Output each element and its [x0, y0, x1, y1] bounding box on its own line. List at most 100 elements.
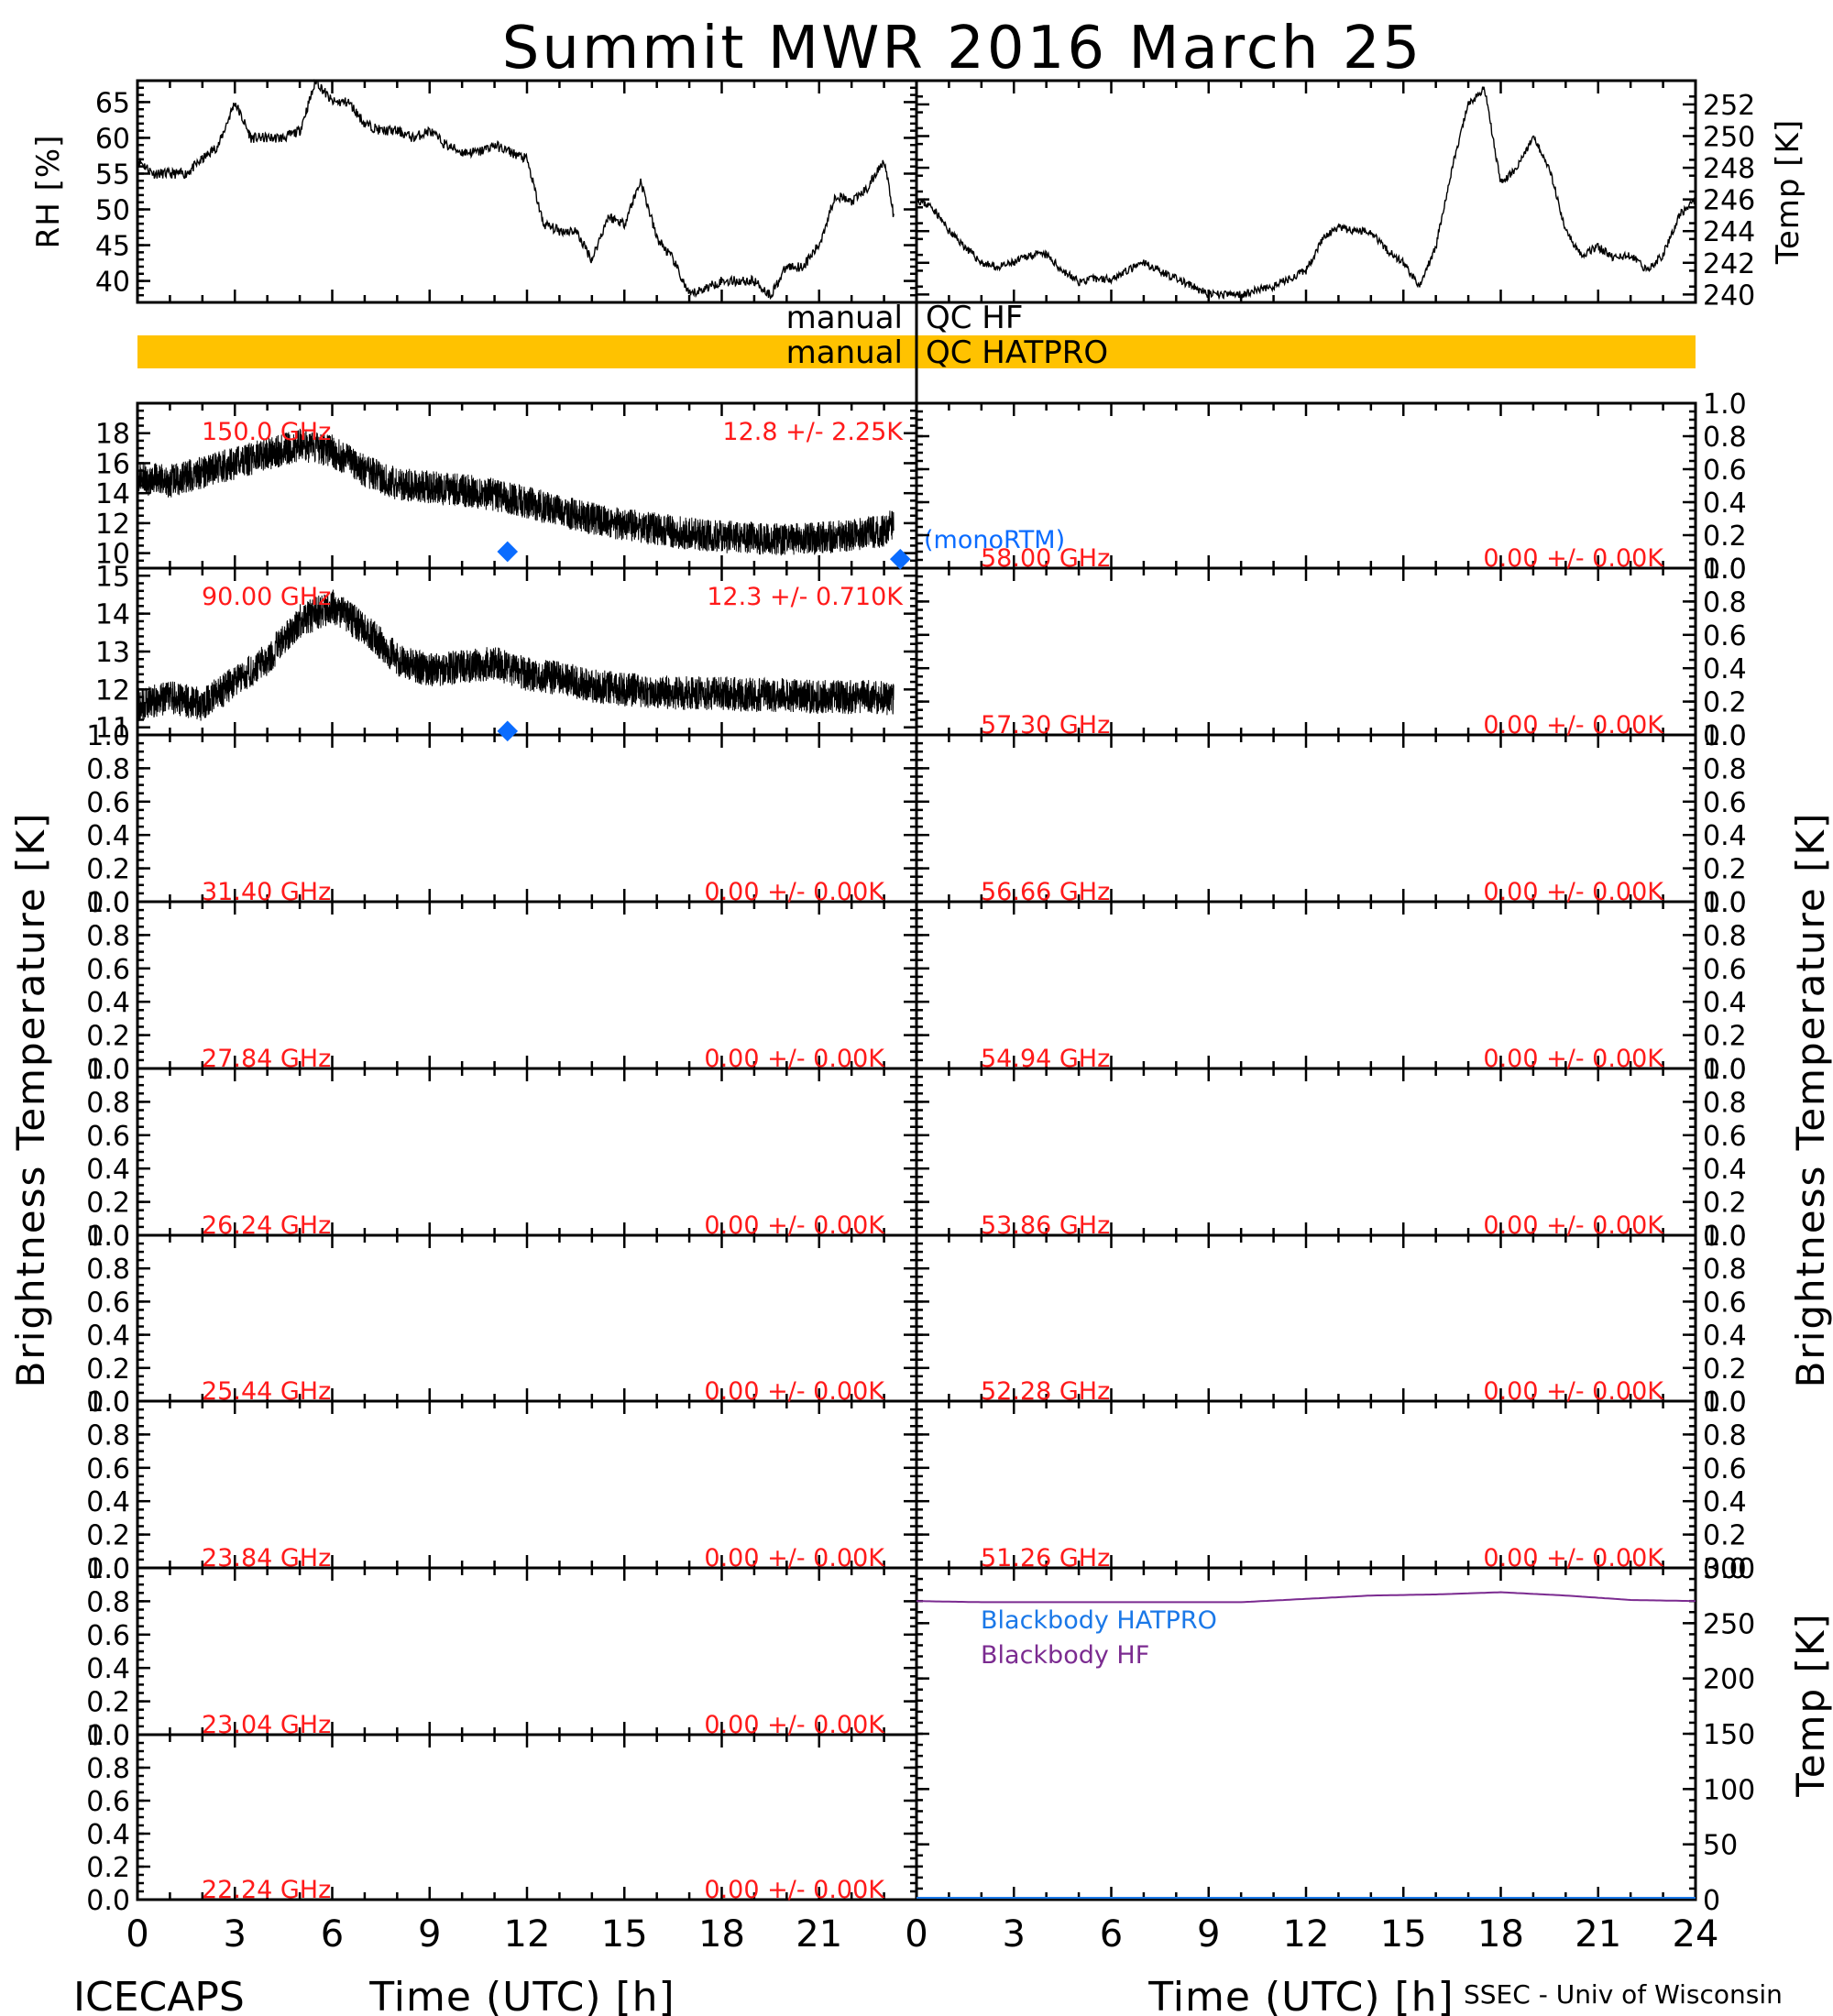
rh-axis-ytick-label: 50	[95, 195, 130, 227]
right-channel-stats: 0.00 +/- 0.00K	[1483, 878, 1664, 906]
left-ch-axis-5-ytick-label: 1.0	[86, 1553, 130, 1585]
blackbody-axis-ytick-label: 150	[1703, 1719, 1755, 1751]
ch150-model-marker	[889, 548, 911, 570]
left-ch-axis-4-ytick-label: 0.6	[86, 1453, 130, 1485]
right-ch-axis-4-ytick-label: 0.4	[1703, 1154, 1747, 1186]
left-ch-axis-0-ytick-label: 0.0	[86, 887, 130, 919]
ch150-axis-ytick-label: 18	[95, 419, 130, 451]
left-channel-label: 22.24 GHz	[202, 1876, 331, 1904]
left-ch-axis-4-ytick-label: 0.8	[86, 1419, 130, 1452]
right-channel-stats: 0.00 +/- 0.00K	[1483, 1211, 1664, 1240]
left-ch-axis-4-ytick-label: 0.4	[86, 1486, 130, 1518]
left-channel-stats: 0.00 +/- 0.00K	[704, 1377, 885, 1406]
left-channel-label: 31.40 GHz	[202, 878, 331, 906]
right-ch-axis-3-ytick-label: 0.4	[1703, 987, 1747, 1019]
qc-hatpro-manual-label: manual	[786, 334, 903, 371]
left-panel-7-frame	[136, 1566, 918, 1737]
ch150-axis-ytick-label: 12	[95, 509, 130, 541]
rh-axis-ytick-label: 60	[95, 123, 130, 155]
left-ch-axis-5-ytick-label: 0.2	[86, 1687, 130, 1719]
right-channel-stats: 0.00 +/- 0.00K	[1483, 711, 1664, 740]
left-ch-axis-3-ytick-label: 0.4	[86, 1320, 130, 1353]
right-ch-axis-5-ytick-label: 0.2	[1703, 1353, 1747, 1386]
right-ch-axis-0-ytick-label: 0.4	[1703, 488, 1747, 520]
left-ch-axis-4-ytick-label: 0.2	[86, 1520, 130, 1552]
ch150-model-marker	[497, 541, 519, 563]
left-panel-3-frame	[136, 900, 918, 1070]
blackbody-axis-ytick-label: 300	[1703, 1553, 1755, 1585]
right-ch-axis-5-ytick-label: 0.4	[1703, 1320, 1747, 1353]
left-channel-stats: 0.00 +/- 0.00K	[704, 1045, 885, 1073]
right-panel-4-frame	[915, 1067, 1697, 1237]
right-ch-axis-0-ytick-label: 0.8	[1703, 422, 1747, 454]
ch150-axis-ytick-label: 16	[95, 448, 130, 480]
time-tick-label-right: 24	[1673, 1913, 1719, 1956]
rh-axis-ytick-label: 65	[95, 87, 130, 119]
left-ch-axis-0-ytick-label: 0.8	[86, 753, 130, 785]
left-ch-axis-3-ytick-label: 0.2	[86, 1353, 130, 1386]
right-ch-axis-6-ytick-label: 1.0	[1703, 1386, 1747, 1419]
right-ch-axis-0-ytick-label: 0.6	[1703, 455, 1747, 487]
right-ch-axis-2-ytick-label: 0.2	[1703, 854, 1747, 886]
time-tick-label-left: 3	[224, 1913, 247, 1956]
left-ch-axis-4-ytick-label: 1.0	[86, 1386, 130, 1419]
right-ch-axis-2-ytick-label: 0.4	[1703, 820, 1747, 852]
left-ch-axis-2-ytick-label: 0.6	[86, 1121, 130, 1153]
right-ch-axis-2-ytick-label: 0.6	[1703, 787, 1747, 819]
right-channel-stats: 0.00 +/- 0.00K	[1483, 1377, 1664, 1406]
left-ch-axis-4-ytick-label: 0.0	[86, 1553, 130, 1585]
footer-ssec: SSEC - Univ of Wisconsin	[1464, 1979, 1783, 2010]
left-ch-axis-6-ytick-label: 0.0	[86, 1885, 130, 1917]
left-ch-axis-1-ytick-label: 0.4	[86, 987, 130, 1019]
blackbody-axis-ytick-label: 200	[1703, 1664, 1755, 1696]
right-channel-label: 54.94 GHz	[981, 1045, 1110, 1073]
time-tick-label-right: 18	[1477, 1913, 1524, 1956]
left-ch-axis-1-ytick-label: 0.0	[86, 1054, 130, 1086]
x-axis-title-right: Time (UTC) [h]	[1147, 1974, 1454, 2016]
right-ch-axis-4-ytick-label: 1.0	[1703, 1054, 1747, 1086]
ch90-axis-ytick-label: 13	[95, 637, 130, 669]
x-axis-title-left: Time (UTC) [h]	[368, 1974, 675, 2016]
time-tick-label-left: 21	[796, 1913, 842, 1956]
left-ch-axis-1-ytick-label: 1.0	[86, 887, 130, 919]
rh-line	[137, 79, 895, 301]
right-channel-label: 56.66 GHz	[981, 878, 1110, 906]
time-tick-label-right: 9	[1197, 1913, 1220, 1956]
left-ch-axis-2-ytick-label: 1.0	[86, 1054, 130, 1086]
rh-axis-ytick-label: 45	[95, 231, 130, 263]
right-ch-axis-2-ytick-label: 0.0	[1703, 887, 1747, 919]
temp-axis-ytick-label: 250	[1703, 122, 1755, 154]
right-ch-axis-3-ytick-label: 1.0	[1703, 887, 1747, 919]
left-ch-axis-6-ytick-label: 0.6	[86, 1786, 130, 1818]
time-tick-label-left: 15	[601, 1913, 648, 1956]
right-ch-axis-3-ytick-label: 0.6	[1703, 954, 1747, 986]
left-ch-axis-3-ytick-label: 1.0	[86, 1221, 130, 1253]
left-channel-label: 27.84 GHz	[202, 1045, 331, 1073]
left-ch-axis-0-ytick-label: 0.6	[86, 787, 130, 819]
left-ch-axis-5-ytick-label: 0.6	[86, 1620, 130, 1652]
left-ch-axis-6-ytick-label: 0.8	[86, 1753, 130, 1785]
right-panel-3-frame	[915, 900, 1697, 1070]
left-ch-axis-3-ytick-label: 0.0	[86, 1386, 130, 1419]
right-ch-axis-3-ytick-label: 0.0	[1703, 1054, 1747, 1086]
right-channel-label: 57.30 GHz	[981, 711, 1110, 740]
right-ch-axis-4-ytick-label: 0.0	[1703, 1221, 1747, 1253]
right-channel-label: 51.26 GHz	[981, 1544, 1110, 1572]
qc-hf-label: QC HF	[926, 300, 1023, 336]
right-ch-axis-1-ytick-label: 0.8	[1703, 586, 1747, 619]
legend-blackbody-hatpro: Blackbody HATPRO	[981, 1606, 1217, 1635]
left-ch-axis-0-ytick-label: 0.2	[86, 854, 130, 886]
ch90-axis-ytick-label: 12	[95, 674, 130, 707]
right-ch-axis-1-ytick-label: 1.0	[1703, 553, 1747, 586]
right-ch-axis-2-ytick-label: 1.0	[1703, 720, 1747, 752]
right-axis-title: Brightness Temperature [K]	[1788, 812, 1833, 1388]
left-ch-axis-3-ytick-label: 0.6	[86, 1287, 130, 1319]
figure-title: Summit MWR 2016 March 25	[502, 15, 1423, 82]
left-panel-2-frame	[136, 733, 918, 904]
left-panel-5-frame	[136, 1233, 918, 1403]
blackbody-axis-ytick-label: 250	[1703, 1608, 1755, 1640]
left-channel-label: 26.24 GHz	[202, 1211, 331, 1240]
time-tick-label-right: 12	[1283, 1913, 1330, 1956]
left-ch-axis-2-ytick-label: 0.4	[86, 1154, 130, 1186]
time-tick-label-right: 6	[1100, 1913, 1123, 1956]
